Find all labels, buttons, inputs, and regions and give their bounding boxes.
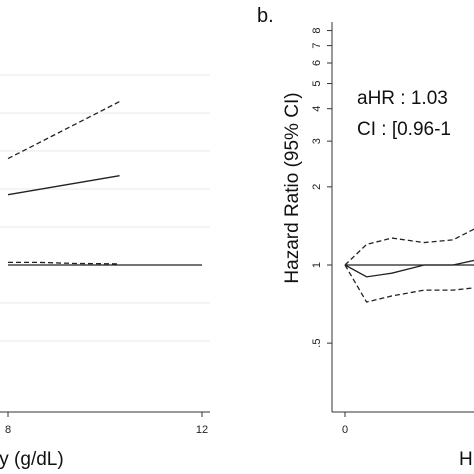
panel-a-series xyxy=(7,101,202,266)
panel-b-series-line-2 xyxy=(344,264,474,303)
panel-a-x-axis-label: ty (g/dL) xyxy=(0,449,64,470)
panel-b-series-line-1 xyxy=(344,228,474,266)
panel-a-series-line-0 xyxy=(7,101,120,160)
panel-a-series-line-1 xyxy=(7,175,120,196)
panel-b-x-axis-label: H xyxy=(459,449,473,470)
panel-b-y-tick-label: 8 xyxy=(311,27,323,33)
panel-b-annotation-ahr: aHR : 1.03 xyxy=(357,88,448,109)
panel-b-series xyxy=(344,228,474,303)
panel-b-label: b. xyxy=(257,5,274,27)
panel-b-y-tick-label: 2 xyxy=(311,184,323,190)
panel-b-y-tick-label: 1 xyxy=(311,262,323,268)
panel-b-y-tick-label: 3 xyxy=(311,138,323,144)
panel-b-y-tick-label: .5 xyxy=(311,339,323,348)
panel-b-y-tick-label: 7 xyxy=(311,43,323,49)
panel-a-x-ticks: 8 12 xyxy=(5,412,208,436)
panel-a-x-tick-label: 8 xyxy=(5,424,11,436)
panel-a-series-line-2 xyxy=(8,261,120,265)
panel-a-gridlines xyxy=(0,74,210,342)
panel-b-chart: b. Hazard Ratio (95% CI) .5 1 2 3 4 5 6 7 8 0 aH… xyxy=(257,5,474,470)
panel-b-y-axis-label: Hazard Ratio (95% CI) xyxy=(282,92,303,283)
panel-b-y-ticks: .5 1 2 3 4 5 6 7 8 xyxy=(311,27,332,348)
panel-b-y-tick-label: 6 xyxy=(311,60,323,66)
panel-a-x-tick-label: 12 xyxy=(196,424,208,436)
panel-a-chart: 8 12 ty (g/dL) xyxy=(0,74,210,470)
panel-b-y-tick-label: 4 xyxy=(311,106,323,112)
panel-b-x-tick-label: 0 xyxy=(342,424,348,436)
panel-b-y-tick-label: 5 xyxy=(311,80,323,86)
panel-b-series-line-0 xyxy=(344,259,474,278)
panel-b-annotation-ci: CI : [0.96-1 xyxy=(357,119,451,140)
panel-b-x-ticks: 0 xyxy=(342,412,348,436)
